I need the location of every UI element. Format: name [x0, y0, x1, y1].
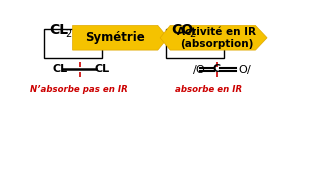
Text: $\mathit{/}$O: $\mathit{/}$O — [192, 63, 206, 76]
Polygon shape — [160, 25, 267, 50]
Text: C: C — [212, 64, 221, 74]
Text: O$\mathit{/}$: O$\mathit{/}$ — [238, 63, 252, 76]
Bar — [166, 29, 224, 58]
Text: CL: CL — [94, 64, 109, 74]
Text: absorbe en IR: absorbe en IR — [175, 85, 243, 94]
Bar — [44, 29, 102, 58]
Text: CO: CO — [172, 23, 194, 37]
Text: 2: 2 — [65, 29, 71, 39]
Text: Symétrie: Symétrie — [85, 31, 145, 44]
Text: 2: 2 — [189, 29, 195, 39]
Text: N’absorbe pas en IR: N’absorbe pas en IR — [30, 85, 128, 94]
Text: CL: CL — [49, 23, 68, 37]
Text: CL: CL — [52, 64, 68, 74]
Polygon shape — [73, 25, 168, 50]
Text: Activité en IR
(absorption): Activité en IR (absorption) — [177, 27, 256, 49]
